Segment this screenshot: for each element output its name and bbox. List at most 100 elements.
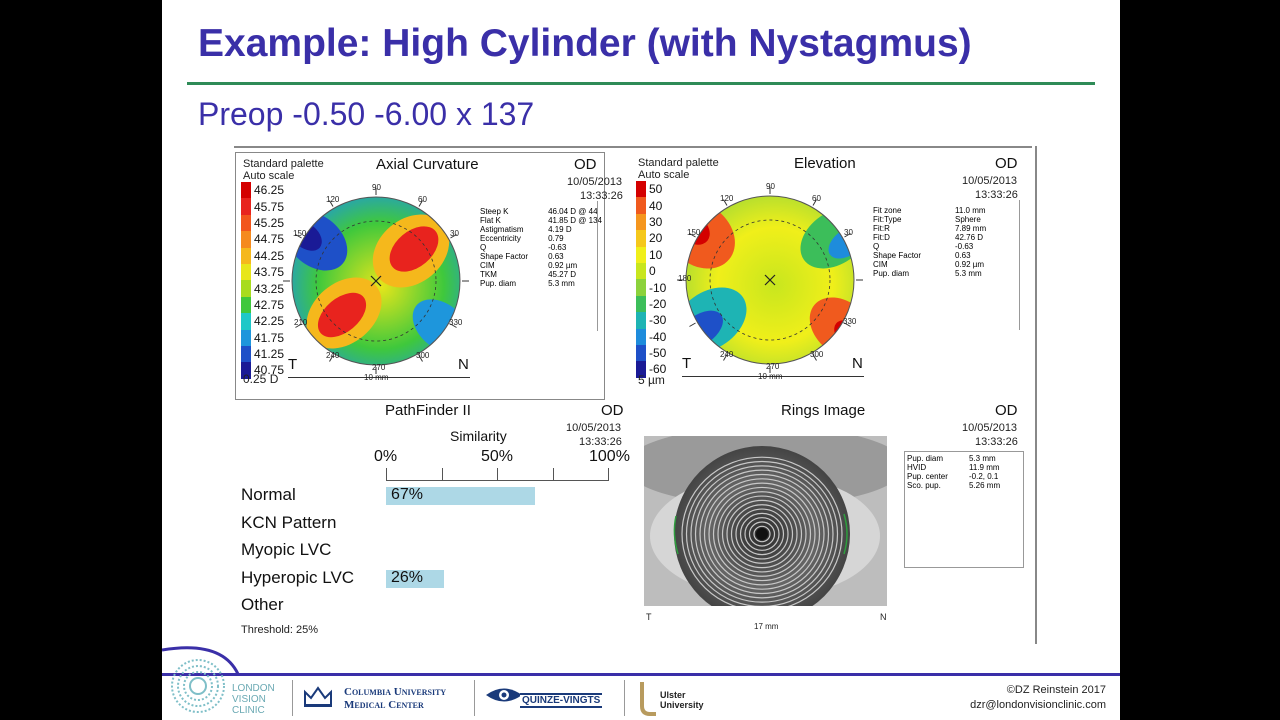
scale-swatch [636,213,646,231]
contact-email[interactable]: dzr@londonvisionclinic.com [970,699,1106,711]
scale-label: 43.75 [254,265,285,280]
param-row: CIM 0.92 µm [478,261,604,270]
axial-angle-90: 90 [372,183,381,192]
scale-swatch [241,214,251,232]
slide-subtitle: Preop -0.50 -6.00 x 137 [198,96,535,132]
scale-step: 46.25 [241,182,284,199]
pathfinder-panel: PathFinder II OD 10/05/2013 13:33:26 Sim… [235,400,635,640]
param-value: Sphere [955,215,981,224]
scale-label: 10 [649,247,663,262]
param-row: Q -0.63 [478,243,604,252]
axial-date: 10/05/2013 [567,176,623,188]
scale-step: -40 [636,328,667,345]
param-label: Shape Factor [873,251,922,260]
scale-label: -30 [649,313,667,328]
axis-tick-25 [442,468,443,480]
ulster-university-icon [640,682,656,716]
param-row: CIM 0.92 µm [871,260,988,269]
placido-ring [726,499,798,569]
axial-params-divider [597,201,598,331]
elevation-map [677,187,863,373]
angle-tick [329,200,334,207]
pathfinder-time: 13:33:26 [579,436,622,448]
scale-step: 50 [636,181,666,198]
param-label: CIM [873,260,888,269]
scale-label: -60 [649,362,667,377]
param-value: -0.63 [548,243,567,252]
param-value: 4.19 D [548,225,572,234]
scale-step: -60 [636,361,667,378]
topography-report [234,146,1037,644]
footer-separator-1 [292,680,293,716]
elevation-angle-30: 30 [844,228,853,237]
scale-step: 42.75 [241,296,284,314]
param-row: Fit:R 7.89 mm [871,224,988,233]
param-value: 5.3 mm [548,279,575,288]
param-row: Shape Factor 0.63 [871,251,988,260]
scale-swatch [636,295,646,313]
angle-tick [844,233,851,238]
param-value: 5.3 mm [955,269,982,278]
param-label: Eccentricity [480,234,521,243]
elevation-angle-120: 120 [720,194,734,203]
param-value: 5.26 mm [969,481,1001,490]
axial-scale-mode: Auto scale [243,170,295,182]
vision-line: VISION [232,694,266,705]
axis-label-0: 0% [374,448,398,465]
placido-ring [708,482,816,586]
axial-angle-60: 60 [418,195,427,204]
footer-rule [162,673,1120,676]
param-label: Pup. diam [907,454,944,463]
similarity-value: 67% [391,486,424,503]
elevation-panel: Standard palette Auto scale Elevation OD… [634,152,1034,398]
scale-swatch [241,231,251,248]
scale-label: 44.75 [254,232,285,247]
param-label: Astigmatism [480,225,524,234]
param-value: 11.9 mm [969,463,1000,472]
pathfinder-title: PathFinder II [385,402,471,419]
param-label: Q [480,243,487,252]
rings-scale-bar-label: 17 mm [754,622,779,631]
param-row: Shape Factor 0.63 [478,252,604,261]
rings-title: Rings Image [781,402,866,419]
axis-label-100: 100% [589,448,630,465]
param-value: 0.92 µm [548,261,578,270]
scale-label: 45.75 [254,199,285,214]
scale-label: 30 [649,214,663,229]
elevation-scale-bar-label: 10 mm [758,372,783,381]
elevation-step: 5 µm [638,373,665,387]
pathfinder-row-label: Myopic LVC [241,540,332,559]
param-row: HVID 11.9 mm [905,463,1002,472]
rings-eye: OD [995,402,1018,419]
scale-label: -20 [649,296,667,311]
param-value: 42.76 D [955,233,984,242]
param-row: Steep K 46.04 D @ 44 [478,207,604,216]
angle-tick [450,234,457,239]
param-row: TKM 45.27 D [478,270,604,279]
scale-label: -40 [649,329,667,344]
title-rule [187,82,1095,85]
similarity-axis [386,480,609,481]
rings-time: 13:33:26 [975,436,1018,448]
param-row: Flat K 41.85 D @ 134 [478,216,604,225]
scale-swatch [636,197,646,214]
placido-ring [753,525,771,543]
param-row: Pup. diam 5.3 mm [871,269,988,278]
scale-swatch [241,329,251,346]
scale-step: 44.25 [241,247,284,264]
angle-tick [329,355,334,362]
param-label: Fit:R [873,224,890,233]
rings-temporal: T [646,612,652,622]
report-right-border [1035,146,1037,644]
scale-step: 10 [636,246,666,263]
param-row: Pup. center -0.2, 0.1 [905,472,1002,481]
scale-swatch [241,198,251,215]
elevation-angle-240: 240 [720,350,734,359]
scale-step: -10 [636,279,666,296]
placido-rings-image [644,436,887,614]
param-row: Sco. pup. 5.26 mm [905,481,1002,490]
elevation-nasal: N [852,355,863,372]
rings-params-box: Pup. diam 5.3 mm HVID 11.9 mm Pup. center -0.… [904,451,1024,568]
placido-ring [735,508,789,560]
param-label: Fit zone [873,206,902,215]
